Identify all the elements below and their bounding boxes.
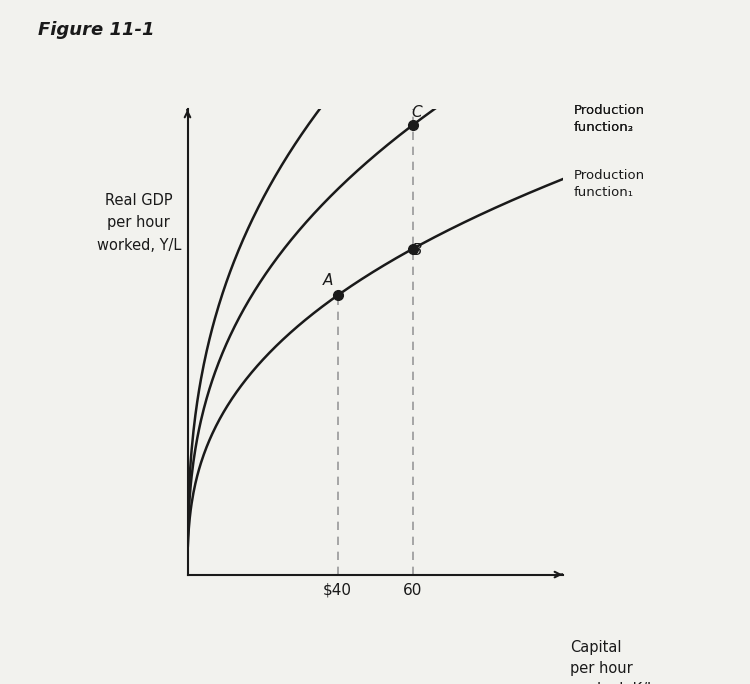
Text: Production
function₃: Production function₃ [574,104,645,134]
Text: B: B [412,244,422,259]
Text: C: C [412,105,422,120]
Text: A: A [323,274,333,289]
Text: Production
function₁: Production function₁ [574,169,645,199]
Text: Capital
per hour
worked, K/L: Capital per hour worked, K/L [570,640,655,684]
Text: Figure 11-1: Figure 11-1 [38,21,154,38]
Text: Real GDP
per hour
worked, Y/L: Real GDP per hour worked, Y/L [97,193,181,252]
Text: Production
function₂: Production function₂ [574,104,645,134]
